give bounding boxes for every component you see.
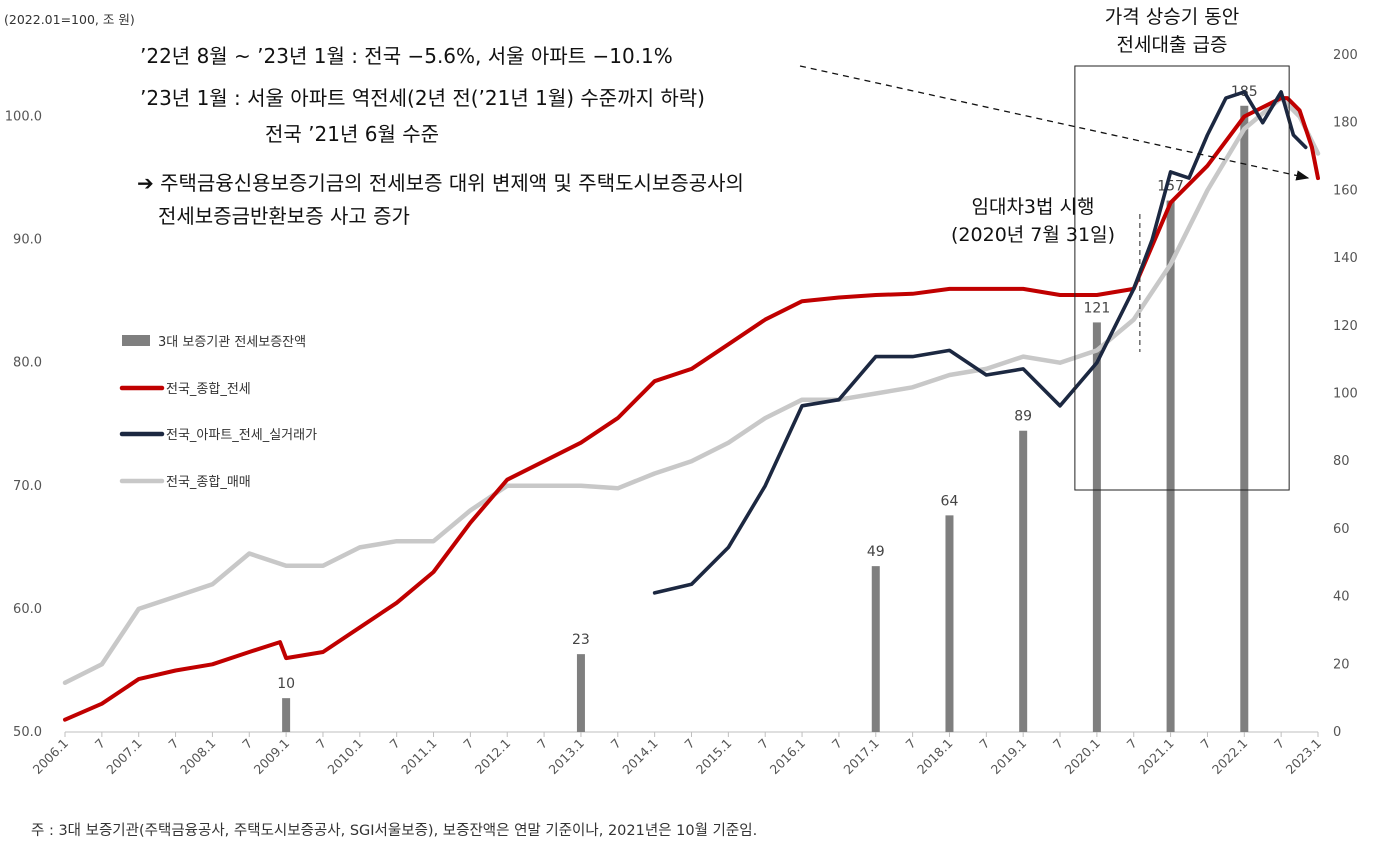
annotation-line-3: 전국 ’21년 6월 수준: [265, 122, 440, 146]
x-tick-label: 7: [976, 736, 992, 752]
bar: [1240, 105, 1249, 732]
legend-label: 3대 보증기관 전세보증잔액: [158, 335, 306, 350]
right-tick-label: 100: [1333, 387, 1358, 402]
x-tick-label: 2020.1: [1061, 736, 1103, 778]
law-label: 임대차3법 시행 (2020년 7월 31일): [918, 193, 1148, 249]
x-tick-label: 7: [165, 736, 181, 752]
bar-value-label: 64: [941, 493, 959, 509]
annotation-line-1: ’22년 8월 ~ ’23년 1월 : 전국 −5.6%, 서울 아파트 −10…: [140, 44, 673, 68]
series-line: [652, 90, 1308, 595]
law-label-line-2: (2020년 7월 31일): [951, 224, 1115, 246]
x-tick-label: 7: [534, 736, 550, 752]
surge-title: 가격 상승기 동안 전세대출 급증: [1062, 3, 1282, 59]
bar: [1019, 430, 1028, 732]
right-tick-label: 40: [1333, 590, 1350, 605]
surge-title-line-1: 가격 상승기 동안: [1104, 6, 1240, 28]
x-tick-label: 7: [903, 736, 919, 752]
x-tick-label: 2013.1: [546, 736, 588, 778]
x-tick-label: 2023.1: [1283, 736, 1325, 778]
bar: [1166, 200, 1175, 732]
right-tick-label: 80: [1333, 454, 1350, 469]
x-tick-label: 2014.1: [619, 736, 661, 778]
x-tick-label: 2010.1: [324, 736, 366, 778]
surge-title-line-2: 전세대출 급증: [1116, 34, 1228, 56]
right-tick-label: 140: [1333, 251, 1358, 266]
footnote: 주 : 3대 보증기관(주택금융공사, 주택도시보증공사, SGI서울보증), …: [31, 823, 758, 839]
x-tick-label: 2011.1: [398, 736, 440, 778]
lines-group: [62, 90, 1321, 722]
law-label-line-1: 임대차3법 시행: [971, 196, 1095, 218]
unit-label: (2022.01=100, 조 원): [4, 12, 135, 27]
bar-value-label: 49: [867, 544, 885, 560]
surge-box: [1074, 65, 1290, 491]
legend-label: 전국_종합_전세: [166, 382, 251, 397]
bar: [1092, 322, 1101, 732]
bar: [945, 515, 954, 732]
bar: [871, 566, 880, 732]
x-tick-label: 7: [239, 736, 255, 752]
x-tick-label: 2006.1: [30, 736, 72, 778]
annotation-line-4-text: 주택금융신용보증기금의 전세보증 대위 변제액 및 주택도시보증공사의: [160, 171, 744, 195]
x-tick-label: 2007.1: [103, 736, 145, 778]
legend: 3대 보증기관 전세보증잔액전국_종합_전세전국_아파트_전세_실거래가전국_종…: [119, 335, 317, 490]
axes: 50.0 60.0 70.0 80.0 90.0 100.0 0 20 40 60 80 100 120…: [5, 48, 1358, 777]
series-line: [62, 95, 1321, 686]
decline-arrow: [799, 65, 1310, 181]
right-tick-label: 20: [1333, 657, 1350, 672]
x-tick-label: 7: [1197, 736, 1213, 752]
x-tick-label: 7: [681, 736, 697, 752]
x-tick-label: 2008.1: [177, 736, 219, 778]
x-tick-label: 7: [387, 736, 403, 752]
arrow-right-icon: ➔: [137, 171, 154, 195]
left-tick-label: 90.0: [13, 233, 42, 248]
x-tick-label: 7: [608, 736, 624, 752]
left-tick-label: 100.0: [5, 110, 42, 125]
x-tick-label: 7: [829, 736, 845, 752]
x-tick-label: 2022.1: [1209, 736, 1251, 778]
right-tick-label: 120: [1333, 319, 1358, 334]
x-tick-label: 7: [755, 736, 771, 752]
x-tick-label: 2009.1: [251, 736, 293, 778]
annotation-line-4: ➔ 주택금융신용보증기금의 전세보증 대위 변제액 및 주택도시보증공사의: [137, 167, 744, 196]
annotation-line-2: ’23년 1월 : 서울 아파트 역전세(2년 전(’21년 1월) 수준까지 …: [140, 86, 705, 110]
bar-value-label: 10: [277, 676, 295, 692]
left-tick-label: 60.0: [13, 602, 42, 617]
x-tick-label: 7: [313, 736, 329, 752]
x-tick-label: 7: [460, 736, 476, 752]
right-tick-label: 180: [1333, 116, 1358, 131]
right-tick-label: 0: [1333, 725, 1341, 740]
bar-value-label: 23: [572, 632, 590, 648]
x-tick-label: 7: [1124, 736, 1140, 752]
bar-value-label: 89: [1014, 409, 1032, 425]
x-tick-label: 7: [1050, 736, 1066, 752]
annotation-line-5: 전세보증금반환보증 사고 증가: [158, 204, 410, 228]
x-tick-label: 7: [1271, 736, 1287, 752]
x-tick-label: 2016.1: [767, 736, 809, 778]
legend-label: 전국_종합_매매: [166, 475, 251, 490]
bar: [576, 654, 585, 732]
x-tick-label: 2017.1: [840, 736, 882, 778]
left-tick-label: 50.0: [13, 725, 42, 740]
x-tick-label: 2012.1: [472, 736, 514, 778]
left-tick-label: 70.0: [13, 479, 42, 494]
x-tick-label: 2015.1: [693, 736, 735, 778]
overlay-group: [799, 65, 1310, 491]
bar-value-label: 121: [1084, 300, 1111, 316]
legend-swatch-bar: [122, 335, 150, 346]
bar: [282, 698, 291, 732]
right-tick-label: 60: [1333, 522, 1350, 537]
x-tick-label: 7: [92, 736, 108, 752]
x-tick-label: 2018.1: [914, 736, 956, 778]
x-tick-label: 2019.1: [988, 736, 1030, 778]
legend-label: 전국_아파트_전세_실거래가: [166, 428, 317, 443]
left-tick-label: 80.0: [13, 356, 42, 371]
series-line: [63, 96, 1320, 722]
right-tick-label: 200: [1333, 48, 1358, 63]
x-tick-label: 2021.1: [1135, 736, 1177, 778]
right-tick-label: 160: [1333, 183, 1358, 198]
